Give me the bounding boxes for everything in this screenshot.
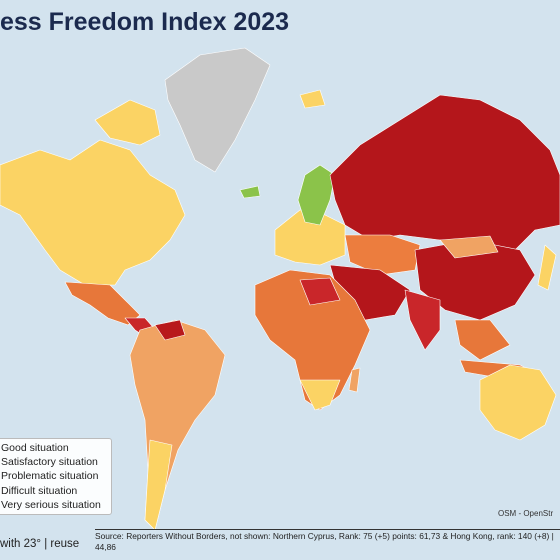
russia bbox=[329, 94, 560, 251]
legend-item: Satisfactory situation bbox=[1, 456, 98, 469]
legend-item: Good situation bbox=[1, 442, 69, 454]
africa bbox=[254, 269, 371, 411]
legend-item: Very serious situation bbox=[1, 498, 101, 511]
canadian-islands bbox=[94, 99, 161, 146]
north-america bbox=[0, 139, 186, 286]
attribution: OSM - OpenStr bbox=[498, 509, 554, 518]
greenland bbox=[164, 47, 271, 173]
legend: Good situation Satisfactory situation Pr… bbox=[0, 438, 112, 516]
iceland bbox=[239, 185, 261, 199]
north-africa bbox=[299, 277, 341, 306]
south-america bbox=[129, 319, 226, 531]
source-note: Source: Reporters Without Borders, not s… bbox=[95, 529, 560, 553]
japan bbox=[537, 244, 557, 291]
legend-item: Difficult situation bbox=[1, 484, 78, 497]
mongolia bbox=[439, 235, 499, 259]
scandinavia bbox=[297, 164, 336, 226]
southern-africa bbox=[299, 379, 341, 411]
india bbox=[404, 289, 441, 351]
svalbard bbox=[299, 89, 326, 109]
central-asia bbox=[344, 234, 421, 276]
footer-credit: with 23° | reuse bbox=[0, 538, 80, 550]
madagascar bbox=[348, 367, 361, 393]
venezuela bbox=[154, 319, 186, 341]
map-title: ess Freedom Index 2023 bbox=[0, 8, 290, 36]
mexico bbox=[64, 281, 141, 326]
australia bbox=[479, 364, 557, 441]
legend-item: Problematic situation bbox=[1, 470, 99, 483]
southeast-asia bbox=[454, 319, 511, 361]
argentina-chile bbox=[144, 439, 173, 531]
